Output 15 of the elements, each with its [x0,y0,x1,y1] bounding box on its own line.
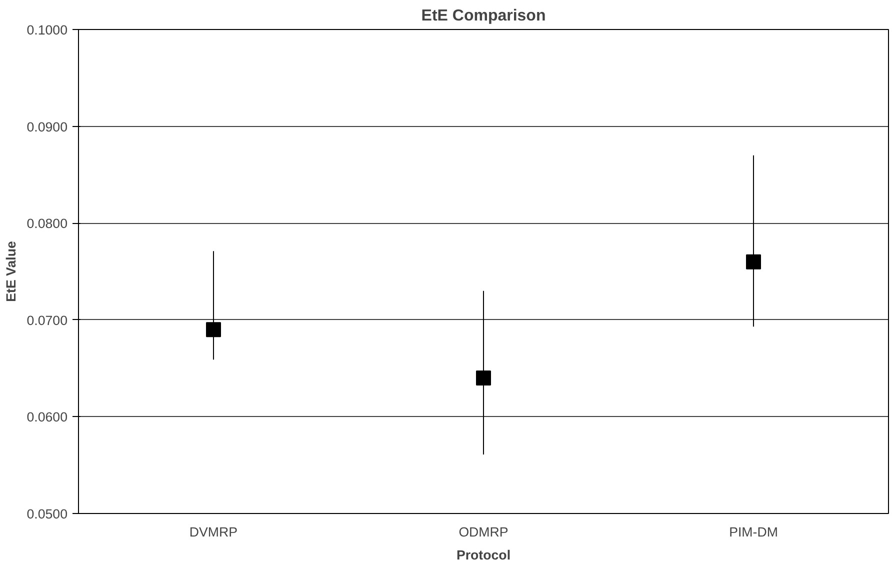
y-axis-title: EtE Value [4,241,19,302]
y-tick-label: 0.0600 [26,410,68,425]
y-tick-label: 0.0800 [26,216,68,232]
chart-title: EtE Comparison [421,8,546,24]
point [206,322,221,338]
point [476,370,491,386]
point [746,254,761,270]
x-tick-label: ODMRP [458,524,508,540]
x-tick-label: PIM-DM [729,524,778,540]
y-tick-label: 0.1000 [26,22,68,38]
y-tick-label: 0.0900 [26,119,68,134]
y-tick-label: 0.0700 [26,312,68,328]
x-axis-title: Protocol [456,548,511,562]
x-tick-label: DVMRP [189,524,238,540]
y-tick-label: 0.0500 [26,506,68,522]
